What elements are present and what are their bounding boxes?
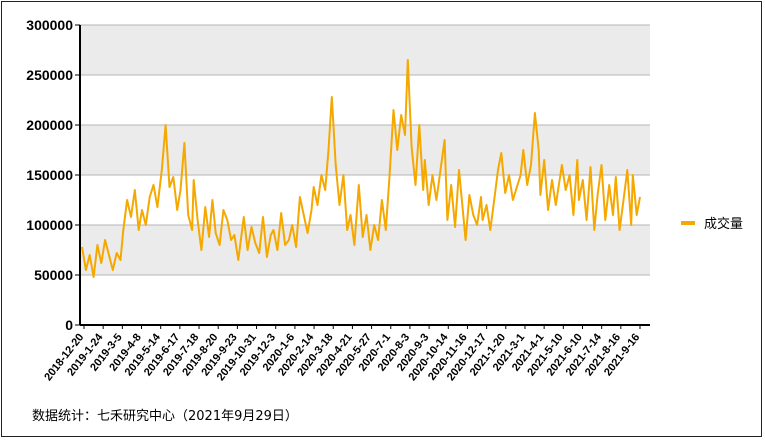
legend: 成交量 [681,216,743,232]
background-bands [80,25,650,275]
y-tick-label: 150000 [26,167,73,183]
y-tick-label: 50000 [34,267,73,283]
background-band [80,225,650,275]
axes [79,25,650,326]
y-axis-tick-labels: 0 50000 100000 150000 200000 250000 300000 [26,17,73,333]
y-tick-label: 200000 [26,117,73,133]
y-tick-label: 0 [65,317,73,333]
y-tick-label: 300000 [26,17,73,33]
y-tick-label: 100000 [26,217,73,233]
series-line [81,59,641,278]
legend-label: 成交量 [704,216,743,232]
background-band [80,25,650,75]
y-tick-label: 250000 [26,67,73,83]
x-axis-tick-labels: 2018-12-202019-1-242019-3-52019-4-82019-… [42,325,642,383]
background-band [80,125,650,175]
horizontal-gridlines [75,24,650,326]
source-note: 数据统计：七禾研究中心（2021年9月29日） [32,409,298,424]
series-line-chengjiaoliang [81,59,641,278]
